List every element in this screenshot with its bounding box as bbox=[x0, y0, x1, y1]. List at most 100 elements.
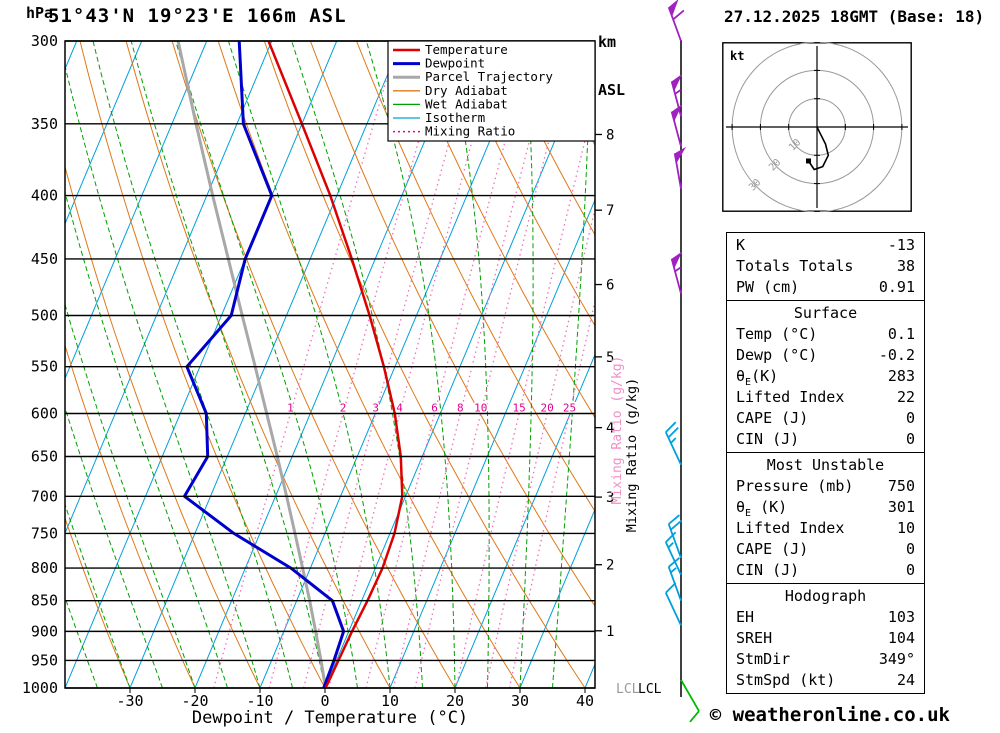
stat-value: 10 bbox=[896, 519, 915, 537]
pressure-axis-unit: hPa bbox=[26, 4, 54, 22]
temp-tick-label: 0 bbox=[320, 692, 329, 710]
mixing-axis-label: Mixing Ratio (g/kg) bbox=[624, 378, 640, 532]
stat-row: Dewp (°C) -0.2 bbox=[727, 345, 924, 366]
stats-section-header: Surface bbox=[793, 304, 858, 322]
mixing-ratio-line bbox=[328, 41, 500, 688]
wind-barb bbox=[667, 514, 683, 559]
isotherm-line bbox=[324, 43, 595, 688]
mixing-ratio-value-label: 25 bbox=[563, 401, 576, 414]
stat-row: Lifted Index 22 bbox=[727, 387, 924, 408]
wind-barb bbox=[664, 582, 682, 626]
stat-row: Temp (°C) 0.1 bbox=[727, 324, 924, 345]
mixing-ratio-value-label: 3 bbox=[372, 401, 379, 414]
pressure-tick-label: 700 bbox=[31, 487, 58, 505]
plot-frame bbox=[64, 40, 596, 689]
pressure-tick-label: 450 bbox=[31, 250, 58, 268]
isotherm-line bbox=[65, 41, 143, 226]
stats-group: K -13 Totals Totals 38 PW (cm) 0.91 bbox=[727, 233, 924, 301]
station-title: 51°43'N 19°23'E 166m ASL bbox=[48, 5, 347, 27]
temp-tick-label: 30 bbox=[511, 692, 529, 710]
pressure-tick-label: 800 bbox=[31, 559, 58, 577]
stats-group: Surface Temp (°C) 0.1 Dewp (°C) -0.2 θE(K) 283… bbox=[727, 301, 924, 453]
mixing-ratio-value-label: 2 bbox=[340, 401, 347, 414]
stat-value: 103 bbox=[887, 608, 915, 626]
stat-label: Lifted Index bbox=[736, 519, 845, 537]
wet-adiabat-line bbox=[92, 41, 293, 688]
mixing-ratio-value-label: 20 bbox=[541, 401, 554, 414]
wind-barb bbox=[673, 146, 687, 189]
legend-label: Temperature bbox=[425, 42, 508, 57]
stat-value: 22 bbox=[896, 388, 915, 406]
stat-label: Pressure (mb) bbox=[736, 477, 854, 495]
stat-value: 0.1 bbox=[887, 325, 915, 343]
legend-label: Isotherm bbox=[425, 110, 485, 125]
pressure-tick-label: 350 bbox=[31, 115, 58, 133]
pressure-tick-label: 850 bbox=[31, 592, 58, 610]
stat-value: 24 bbox=[896, 671, 915, 689]
wet-adiabat-line bbox=[130, 41, 326, 688]
stats-table: K -13 Totals Totals 38 PW (cm) 0.91 Surface Tem… bbox=[726, 232, 925, 694]
hodograph-unit-label: kt bbox=[730, 49, 744, 63]
pressure-tick-label: 900 bbox=[31, 622, 58, 640]
stat-row: Pressure (mb) 750 bbox=[727, 476, 924, 497]
stat-label: StmSpd (kt) bbox=[736, 671, 836, 689]
km-tick-label: 4 bbox=[606, 421, 614, 437]
pressure-tick-label: 650 bbox=[31, 448, 58, 466]
stat-label: Dewp (°C) bbox=[736, 346, 818, 364]
stat-value: 750 bbox=[887, 477, 915, 495]
pressure-tick-label: 1000 bbox=[22, 679, 58, 697]
stat-row: CIN (J) 0 bbox=[727, 429, 924, 450]
stat-label: CIN (J) bbox=[736, 561, 800, 579]
temp-tick-label: 10 bbox=[381, 692, 399, 710]
km-tick-label: 6 bbox=[606, 278, 614, 294]
mixing-ratio-value-label: 8 bbox=[457, 401, 464, 414]
stat-row: CAPE (J) 0 bbox=[727, 539, 924, 560]
stat-label: EH bbox=[736, 608, 755, 626]
stat-label: K bbox=[736, 236, 746, 254]
stat-value: 0 bbox=[905, 540, 915, 558]
stat-value: 0.91 bbox=[878, 278, 915, 296]
dry-adiabat-line bbox=[448, 41, 595, 327]
temp-tick-label: -30 bbox=[116, 692, 143, 710]
isotherm-line bbox=[519, 508, 595, 688]
wet-adiabat-line bbox=[65, 63, 261, 688]
stat-row: K -13 bbox=[727, 235, 924, 256]
x-axis-title: Dewpoint / Temperature (°C) bbox=[192, 708, 468, 728]
dry-adiabat-line bbox=[65, 164, 261, 688]
temp-tick-label: 40 bbox=[576, 692, 594, 710]
stats-group: Hodograph EH 103 SREH 104 StmDir 349° StmSpd (k… bbox=[727, 584, 924, 693]
km-tick-label: 8 bbox=[606, 127, 614, 143]
wind-barb bbox=[664, 421, 682, 466]
km-tick-label: 7 bbox=[606, 203, 614, 219]
stat-label: Lifted Index bbox=[736, 388, 845, 406]
wind-barb bbox=[670, 251, 683, 294]
pressure-tick-label: 400 bbox=[31, 187, 58, 205]
dry-adiabat-line bbox=[65, 516, 131, 688]
wet-adiabat-line bbox=[447, 41, 490, 688]
stat-row: Totals Totals 38 bbox=[727, 256, 924, 277]
legend-label: Parcel Trajectory bbox=[425, 69, 553, 84]
pressure-tick-label: 300 bbox=[31, 32, 58, 50]
stat-label: CAPE (J) bbox=[736, 540, 809, 558]
mixing-ratio-value-label: 1 bbox=[287, 401, 294, 414]
stat-label: Totals Totals bbox=[736, 257, 854, 275]
isotherm-line bbox=[65, 41, 338, 688]
stat-value: -13 bbox=[887, 236, 915, 254]
pressure-tick-label: 550 bbox=[31, 358, 58, 376]
stat-label: PW (cm) bbox=[736, 278, 800, 296]
stat-row: Lifted Index 10 bbox=[727, 518, 924, 539]
stat-label: θE (K) bbox=[736, 498, 788, 519]
stat-label: CAPE (J) bbox=[736, 409, 809, 427]
stat-value: 283 bbox=[887, 367, 915, 385]
mixing-ratio-value-label: 6 bbox=[431, 401, 438, 414]
pressure-tick-label: 950 bbox=[31, 651, 58, 669]
wet-adiabat-line bbox=[519, 41, 534, 688]
mixing-ratio-value-label: 10 bbox=[474, 401, 487, 414]
mixing-ratio-value-label: 4 bbox=[396, 401, 403, 414]
isotherm-line bbox=[129, 41, 403, 688]
stats-section-header: Most Unstable bbox=[766, 456, 885, 474]
km-tick-label: 1 bbox=[606, 624, 614, 640]
stat-row: StmDir 349° bbox=[727, 649, 924, 670]
legend-label: Dry Adiabat bbox=[425, 83, 508, 98]
